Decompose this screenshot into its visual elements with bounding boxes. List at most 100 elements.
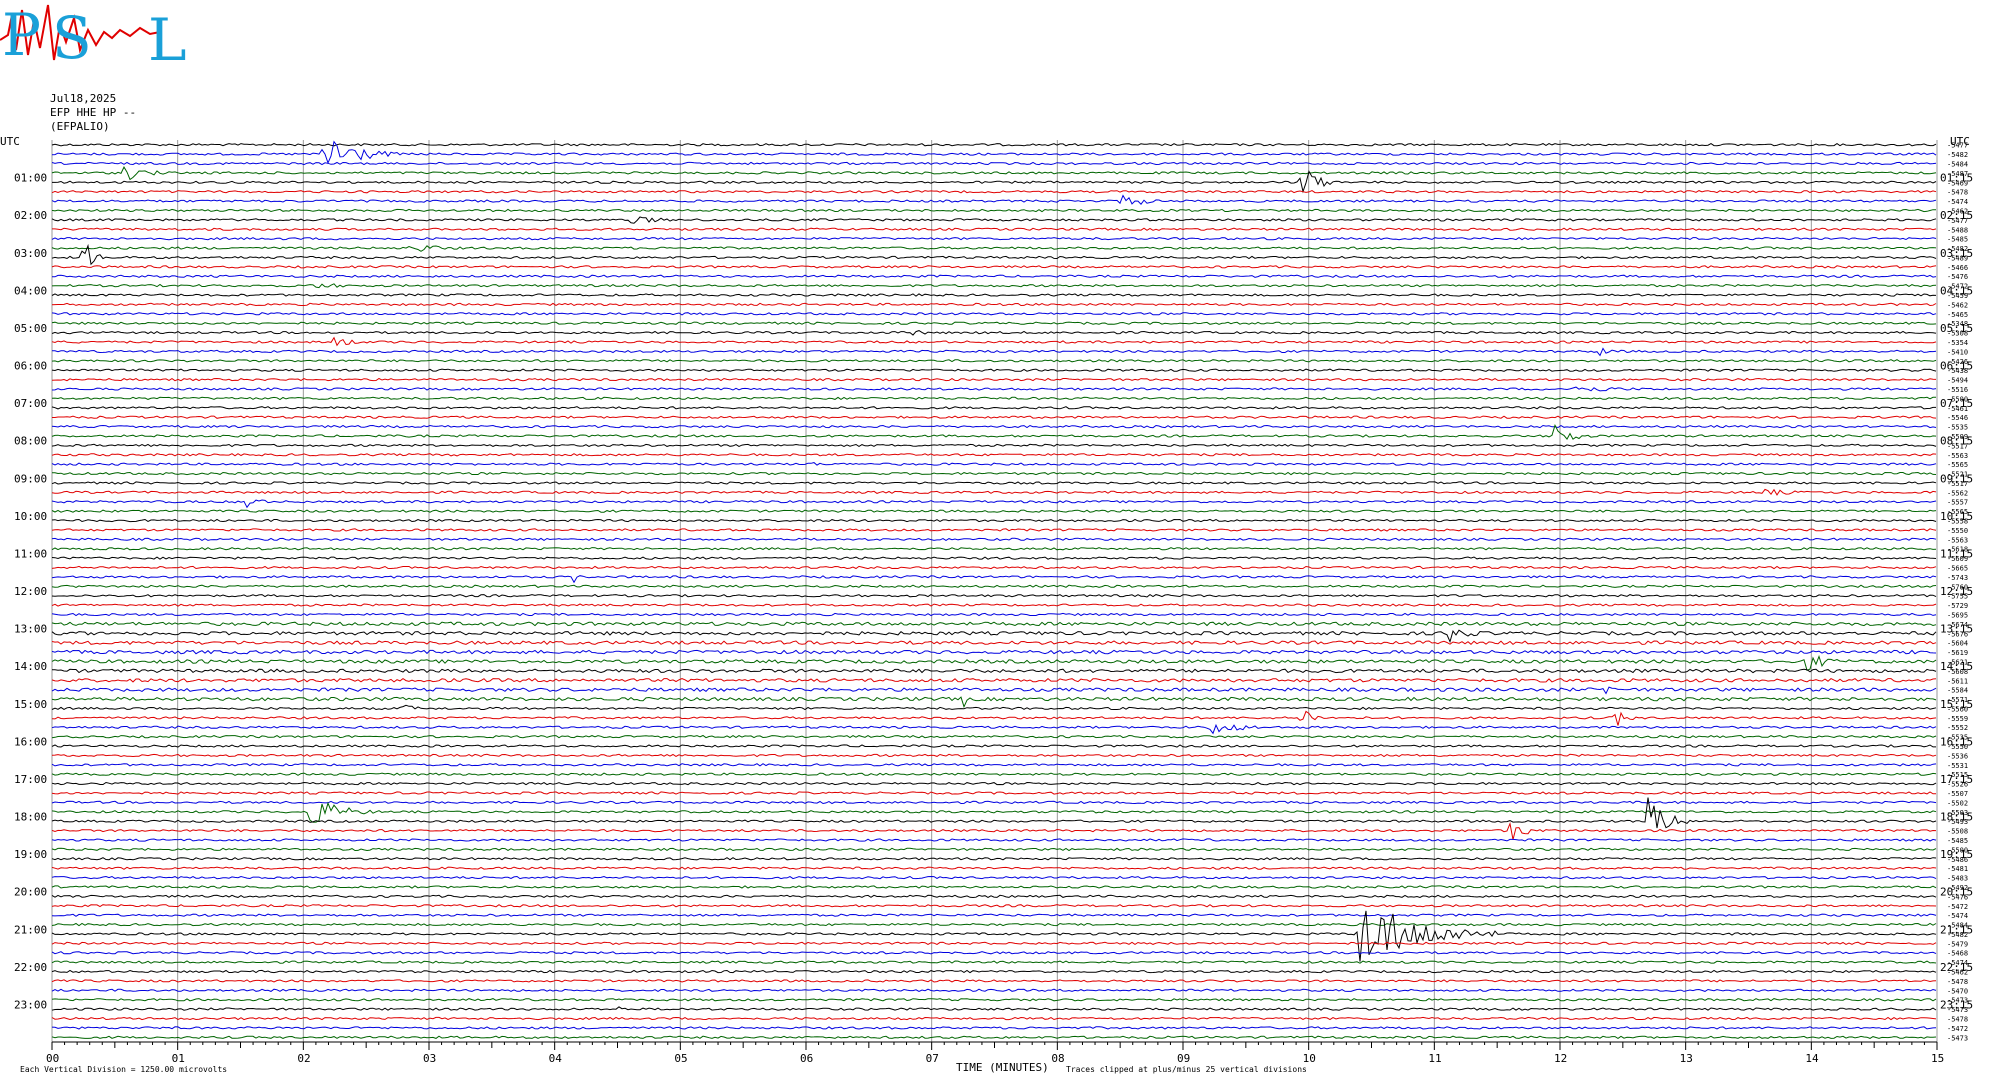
trace-offset-label: -5550 <box>1947 527 1968 535</box>
hour-label-left: 01:00 <box>14 172 47 185</box>
hour-label-left: 13:00 <box>14 623 47 636</box>
seismic-trace <box>51 537 1937 542</box>
seismic-trace <box>51 336 1937 347</box>
trace-offset-label: -5609 <box>1947 555 1968 563</box>
seismic-trace <box>51 960 1937 964</box>
hour-label-right: 08:15 <box>1940 435 1973 448</box>
trace-offset-label: -5474 <box>1947 912 1968 920</box>
hour-label-right: 13:15 <box>1940 623 1973 636</box>
seismic-trace <box>51 696 1937 709</box>
seismic-trace <box>51 910 1937 962</box>
seismic-trace <box>51 885 1937 889</box>
hour-label-left: 08:00 <box>14 435 47 448</box>
trace-layer <box>51 140 1937 1039</box>
logo-seismic-wave <box>0 4 161 61</box>
trace-offset-label: -5571 <box>1947 696 1968 704</box>
trace-offset-label: -5559 <box>1947 715 1968 723</box>
seismic-trace <box>51 443 1937 448</box>
trace-offset-label: -5604 <box>1947 640 1968 648</box>
trace-offset-label: -5608 <box>1947 668 1968 676</box>
seismic-trace <box>51 518 1937 523</box>
trace-offset-label: -5521 <box>1947 471 1968 479</box>
seismic-trace <box>52 415 1937 419</box>
trace-offset-label: -5695 <box>1947 611 1968 619</box>
seismic-trace <box>51 1035 1937 1039</box>
trace-offset-label: -5515 <box>1947 771 1968 779</box>
seismic-trace <box>51 509 1937 513</box>
seismic-trace <box>51 556 1937 560</box>
trace-offset-label: -5478 <box>1947 978 1968 986</box>
hour-label-right: 16:15 <box>1940 735 1973 748</box>
seismic-trace <box>51 866 1937 870</box>
seismic-trace <box>51 941 1937 946</box>
hour-label-right: 23:15 <box>1940 998 1973 1011</box>
seismic-trace <box>51 875 1937 880</box>
seismic-trace <box>52 274 1937 278</box>
trace-offset-label: -5487 <box>1947 170 1968 178</box>
seismic-trace <box>51 216 1937 224</box>
trace-offset-label: -5563 <box>1947 452 1968 460</box>
hour-label-right: 05:15 <box>1940 322 1973 335</box>
seismic-trace <box>51 969 1937 974</box>
logo-letter-p: P <box>2 1 41 69</box>
trace-offset-label: -5517 <box>1947 442 1968 450</box>
seismic-trace <box>51 800 1937 805</box>
trace-offset-label: -5465 <box>1947 311 1968 319</box>
seismic-trace <box>51 640 1937 646</box>
hour-label-right: 20:15 <box>1940 886 1973 899</box>
seismic-trace <box>52 170 1937 194</box>
trace-offset-label: -5611 <box>1947 677 1968 685</box>
seismic-trace <box>51 734 1937 739</box>
trace-offset-label: -5621 <box>1947 658 1968 666</box>
seismic-trace <box>51 283 1937 289</box>
header-date: Jul18,2025 <box>50 92 117 105</box>
trace-offset-label: -5476 <box>1947 893 1968 901</box>
trace-offset-label: -5410 <box>1947 348 1968 356</box>
trace-offset-label: -5674 <box>1947 621 1968 629</box>
trace-offset-label: -5477 <box>1947 142 1968 150</box>
hour-label-left: 21:00 <box>14 923 47 936</box>
hour-label-right: 19:15 <box>1940 848 1973 861</box>
seismic-trace <box>51 312 1937 316</box>
seismic-trace <box>51 801 1937 823</box>
trace-offset-label: -5468 <box>1947 950 1968 958</box>
trace-offset-label: -5560 <box>1947 705 1968 713</box>
trace-offset-label: -5517 <box>1947 480 1968 488</box>
trace-offset-label: -5565 <box>1947 508 1968 516</box>
trace-offset-label: -5459 <box>1947 292 1968 300</box>
hour-label-left: 23:00 <box>14 998 47 1011</box>
label-layer: 00 01 02 03 04 05 06 07 08 09 10 11 12 13 14 15-5477-54… <box>14 142 1973 1065</box>
seismic-trace <box>51 763 1937 767</box>
hour-label-right: 10:15 <box>1940 510 1973 523</box>
trace-offset-label: -5535 <box>1947 734 1968 742</box>
seismic-trace <box>51 913 1937 917</box>
trace-offset-label: -5461 <box>1947 405 1968 413</box>
trace-offset-label: -5472 <box>1947 903 1968 911</box>
seismic-trace <box>51 359 1937 363</box>
seismic-trace <box>51 575 1937 584</box>
seismic-trace <box>51 988 1937 992</box>
seismic-trace <box>51 245 1937 252</box>
trace-offset-label: -5676 <box>1947 630 1968 638</box>
seismic-trace <box>51 677 1937 683</box>
seismic-trace <box>51 499 1937 509</box>
hour-label-right: 06:15 <box>1940 360 1973 373</box>
right-utc-label: UTC <box>1950 135 1970 148</box>
trace-offset-label: -5476 <box>1947 273 1968 281</box>
trace-offset-label: -5469 <box>1947 179 1968 187</box>
seismic-trace <box>51 377 1937 382</box>
seismic-trace <box>51 386 1937 392</box>
seismic-trace <box>51 481 1937 485</box>
trace-offset-label: -5462 <box>1947 207 1968 215</box>
x-tick-label: 12 <box>1554 1052 1567 1065</box>
trace-offset-label: -5472 <box>1947 1025 1968 1033</box>
seismic-trace <box>51 243 1937 266</box>
trace-offset-label: -5474 <box>1947 198 1968 206</box>
trace-offset-label: -5500 <box>1947 846 1968 854</box>
trace-offset-label: -5546 <box>1947 414 1968 422</box>
hour-label-left: 19:00 <box>14 848 47 861</box>
x-tick-label: 13 <box>1680 1052 1693 1065</box>
hour-label-right: 01:15 <box>1940 172 1973 185</box>
trace-offset-label: -5535 <box>1947 424 1968 432</box>
